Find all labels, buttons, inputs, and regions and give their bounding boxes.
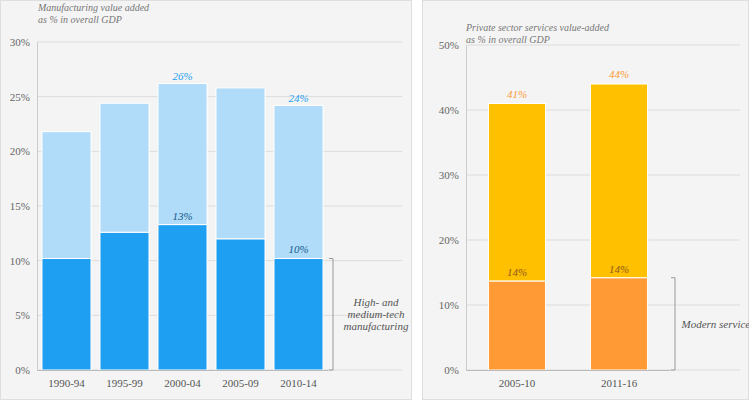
bar <box>100 232 149 370</box>
y-axis: 0% 5% 10% 15% 20% 25% 30% <box>10 36 38 376</box>
x-tick-label: 2000-04 <box>164 377 201 389</box>
title-line: Manufacturing value added <box>37 2 150 13</box>
x-tick-label: 2005-09 <box>222 377 259 389</box>
bars <box>488 84 647 370</box>
y-tick-label: 5% <box>15 309 30 321</box>
annotation: 24% <box>288 92 308 104</box>
bracket-label-line: manufacturing <box>344 320 409 332</box>
x-tick: 2010-14 <box>280 370 317 389</box>
panel-background <box>423 1 749 400</box>
bar <box>488 104 545 281</box>
x-tick-label: 1995-99 <box>106 377 143 389</box>
bracket-label-line: High- and <box>353 296 399 308</box>
title: Manufacturing value addedas % in overall… <box>37 2 150 25</box>
bracket-label-line: medium-tech <box>348 308 405 320</box>
x-tick: 2000-04 <box>164 370 201 389</box>
bracket-label: Modern services <box>680 318 749 330</box>
y-tick-label: 20% <box>10 145 30 157</box>
annotation: 44% <box>609 68 629 80</box>
bracket-label: High- andmedium-techmanufacturing <box>344 296 409 332</box>
title-line: as % in overall GDP <box>38 14 122 25</box>
y-tick-label: 25% <box>10 91 30 103</box>
bar <box>100 103 149 232</box>
panel-background <box>1 1 412 400</box>
y-tick-label: 0% <box>444 364 459 376</box>
x-tick: 1990-94 <box>48 370 85 389</box>
y-tick: 40% <box>439 104 466 116</box>
bar <box>216 239 265 370</box>
bar <box>42 132 91 259</box>
x-tick: 2005-09 <box>222 370 259 389</box>
y-tick: 30% <box>10 36 37 48</box>
chart-svg: 0% 5% 10% 15% 20% 25% 30% 1990-94 1995-99 2000-04… <box>0 0 749 400</box>
y-tick: 0% <box>15 364 37 376</box>
x-tick-label: 1990-94 <box>48 377 85 389</box>
y-tick-label: 30% <box>439 169 459 181</box>
chart-root: 0% 5% 10% 15% 20% 25% 30% 1990-94 1995-99 2000-04… <box>0 0 749 400</box>
y-tick-label: 20% <box>439 234 459 246</box>
y-tick-label: 30% <box>10 36 30 48</box>
y-tick: 10% <box>10 255 37 267</box>
bars <box>42 84 323 370</box>
y-tick: 20% <box>10 145 37 157</box>
x-tick-label: 2010-14 <box>280 377 317 389</box>
y-tick-label: 10% <box>439 299 459 311</box>
y-tick-label: 40% <box>439 104 459 116</box>
grid-line <box>37 42 402 43</box>
y-axis-line <box>37 43 38 371</box>
bar <box>590 278 647 370</box>
y-tick: 0% <box>444 364 466 376</box>
y-tick-label: 15% <box>10 200 30 212</box>
x-axis-line <box>38 370 329 371</box>
y-axis-line <box>466 46 467 371</box>
data-label: 10% <box>288 243 308 255</box>
y-tick: 25% <box>10 91 37 103</box>
chart-panel: 0% 5% 10% 15% 20% 25% 30% 1990-94 1995-99 2000-04… <box>1 1 412 400</box>
bar <box>158 225 207 370</box>
x-tick: 2005-10 <box>499 370 536 389</box>
x-tick-label: 2005-10 <box>499 377 536 389</box>
y-tick: 10% <box>439 299 466 311</box>
bracket: High- andmedium-techmanufacturing <box>329 258 409 370</box>
bar <box>216 88 265 239</box>
data-label: 14% <box>609 263 629 275</box>
data-label: 13% <box>172 210 192 222</box>
y-tick-label: 50% <box>439 39 459 51</box>
y-axis: 0% 10% 20% 30% 40% 50% <box>439 39 467 376</box>
bar <box>488 281 545 370</box>
x-axis-line <box>467 370 671 371</box>
bar <box>274 105 323 258</box>
x-axis: 1990-94 1995-99 2000-04 2005-09 2010-14 <box>38 370 329 389</box>
x-tick-label: 2011-16 <box>601 377 638 389</box>
x-axis: 2005-10 2011-16 <box>467 370 671 389</box>
bracket-label-line: Modern services <box>680 318 749 330</box>
bar <box>158 84 207 225</box>
chart-panel: 0% 10% 20% 30% 40% 50% 2005-10 2011-16 14% 14% 41%… <box>423 1 749 400</box>
y-tick: 5% <box>15 309 37 321</box>
title: Private sector services value-addedas % … <box>465 22 610 45</box>
y-tick-label: 0% <box>15 364 30 376</box>
y-tick: 50% <box>439 39 466 51</box>
labels: 14% 14% 41% 44% <box>507 68 629 278</box>
bar <box>590 84 647 278</box>
x-tick: 1995-99 <box>106 370 143 389</box>
y-tick-label: 10% <box>10 255 30 267</box>
bracket-line <box>329 258 333 370</box>
annotation: 41% <box>507 88 527 100</box>
x-tick: 2011-16 <box>601 370 638 389</box>
title-line: as % in overall GDP <box>466 34 550 45</box>
bar <box>274 258 323 370</box>
bracket-line <box>671 278 675 370</box>
bar <box>42 258 91 370</box>
data-label: 14% <box>507 266 527 278</box>
y-tick: 15% <box>10 200 37 212</box>
bracket: Modern services <box>671 278 749 370</box>
annotation: 26% <box>172 70 192 82</box>
title-line: Private sector services value-added <box>465 22 610 33</box>
y-tick: 30% <box>439 169 466 181</box>
y-tick: 20% <box>439 234 466 246</box>
labels: 13% 10% 26% 24% <box>172 70 308 256</box>
